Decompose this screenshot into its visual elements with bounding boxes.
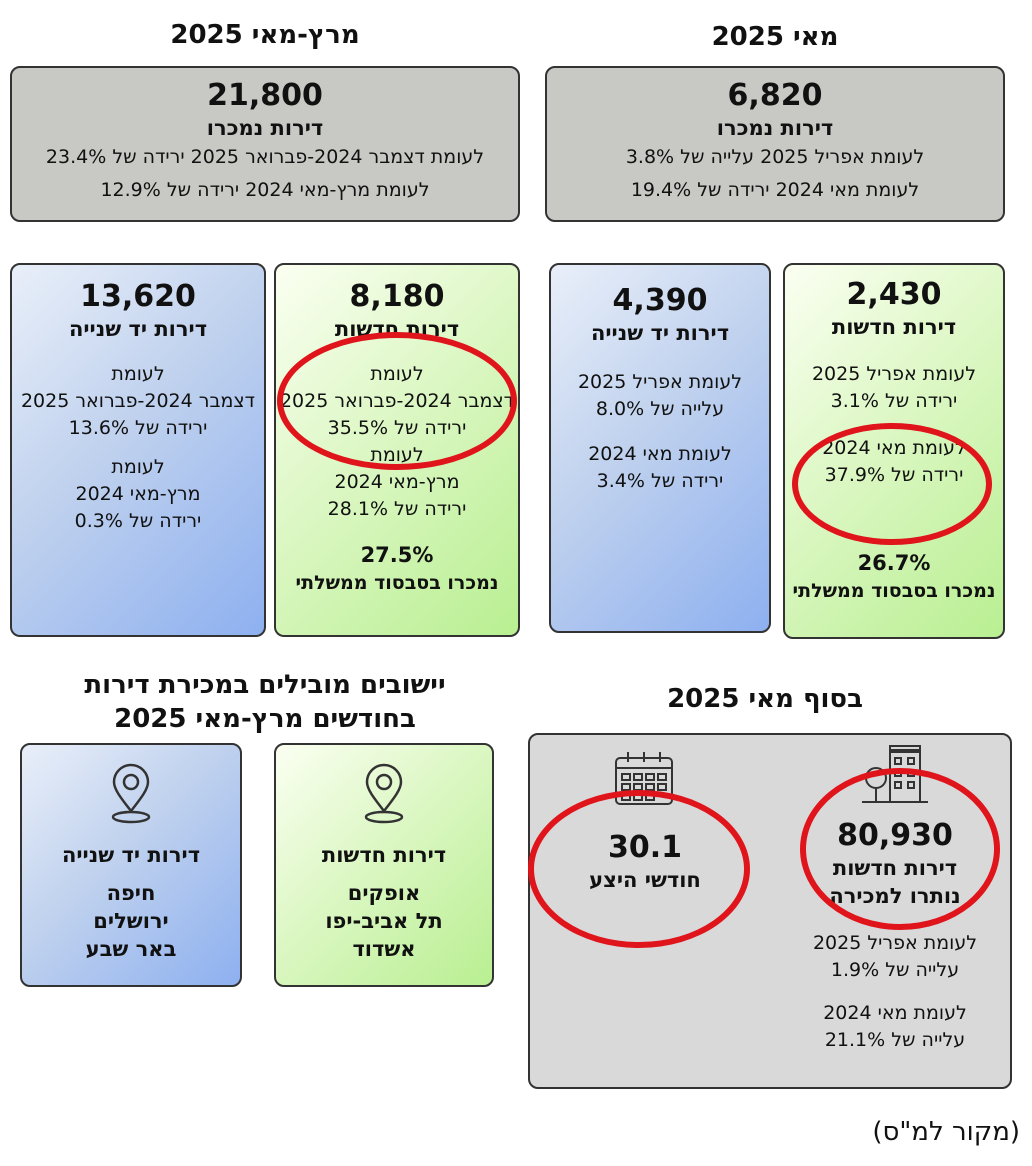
may-new-g2-1: לעומת מאי 2024 (822, 437, 966, 459)
unsold-label-1: דירות חדשות (832, 856, 958, 880)
heading-leading-towns: יישובים מובילים במכירת דירות בחודשים מרץ… (10, 668, 520, 736)
may-new-g1-1: לעומת אפריל 2025 (811, 363, 977, 385)
towns-second-box: דירות יד שנייה חיפה ירושלים באר שבע (20, 743, 242, 987)
may-total-line-1: לעומת אפריל 2025 עלייה של 3.8% (625, 146, 925, 168)
heading-may-2025: מאי 2025 (711, 22, 839, 52)
marmay-second-box: 13,620 דירות יד שנייה לעומת דצמבר 2024-פב… (10, 263, 266, 637)
unsold-value: 80,930 (837, 818, 953, 853)
marmay-total-label: דירות נמכרו (206, 116, 324, 140)
towns-second-label: דירות יד שנייה (61, 843, 201, 867)
heading-leading-towns-1: יישובים מובילים במכירת דירות (84, 670, 446, 700)
marmay-new-g2-1: לעומת (370, 444, 424, 466)
may-second-g1-1: לעומת אפריל 2025 (577, 371, 743, 393)
marmay-total-line-1: לעומת דצמבר 2024-פברואר 2025 ירידה של 23… (45, 146, 485, 168)
unsold-group1: לעומת אפריל 2025 עלייה של 1.9% (800, 930, 990, 984)
buildings-icon (862, 745, 928, 803)
unsold-g1-2: עלייה של 1.9% (830, 959, 960, 981)
marmay-second-g2-2: מרץ-מאי 2024 (75, 483, 201, 505)
source-note: (מקור למ"ס) (872, 1117, 1020, 1147)
heading-leading-towns-2: בחודשים מרץ-מאי 2025 (114, 704, 416, 734)
unsold-g2-2: עלייה של 21.1% (824, 1029, 966, 1051)
marmay-new-subsidy-pct: 27.5% (360, 543, 434, 567)
heading-mar-may-2025: מרץ-מאי 2025 (170, 20, 360, 50)
location-pin-icon (364, 763, 404, 824)
towns-second-3: באר שבע (85, 937, 177, 961)
may-total-box: 6,820 דירות נמכרו לעומת אפריל 2025 עלייה… (545, 66, 1005, 222)
marmay-second-g1-1: לעומת (111, 363, 165, 385)
marmay-new-g2-3: ירידה של 28.1% (327, 498, 467, 520)
towns-new-1: אופקים (347, 881, 421, 905)
towns-new-label: דירות חדשות (321, 843, 447, 867)
heading-end-may-2025: בסוף מאי 2025 (667, 684, 863, 714)
marmay-new-g1-1: לעומת (370, 363, 424, 385)
marmay-second-label: דירות יד שנייה (68, 317, 208, 341)
marmay-new-label: דירות חדשות (334, 317, 460, 341)
may-new-box: 2,430 דירות חדשות לעומת אפריל 2025 ירידה … (783, 263, 1005, 639)
may-new-g2-2: ירידה של 37.9% (824, 464, 964, 486)
may-second-value: 4,390 (612, 283, 708, 318)
may-second-g2-2: ירידה של 3.4% (596, 470, 724, 492)
marmay-new-g1-3: ירידה של 35.5% (327, 417, 467, 439)
unsold-g1-1: לעומת אפריל 2025 (812, 932, 978, 954)
unsold-block: 80,930 דירות חדשות נותרו למכירה (800, 818, 990, 910)
calendar-icon (615, 752, 673, 805)
marmay-new-subsidy-label: נמכרו בסבסוד ממשלתי (295, 572, 499, 594)
marmay-total-line-2: לעומת מרץ-מאי 2024 ירידה של 12.9% (100, 179, 430, 201)
marmay-new-value: 8,180 (349, 279, 445, 314)
marmay-total-value: 21,800 (207, 78, 323, 113)
marmay-new-g1-2: דצמבר 2024-פברואר 2025 (279, 390, 515, 412)
marmay-second-g2-3: ירידה של 0.3% (74, 510, 202, 532)
location-pin-icon (111, 763, 151, 824)
marmay-second-g2-1: לעומת (111, 456, 165, 478)
may-new-value: 2,430 (846, 277, 942, 312)
may-total-value: 6,820 (727, 78, 823, 113)
unsold-label-2: נותרו למכירה (829, 884, 961, 908)
may-second-g2-1: לעומת מאי 2024 (588, 443, 732, 465)
marmay-new-box: 8,180 דירות חדשות לעומת דצמבר 2024-פברואר… (274, 263, 520, 637)
marmay-second-g1-3: ירידה של 13.6% (68, 417, 208, 439)
months-label: חודשי היצע (589, 868, 701, 892)
towns-second-1: חיפה (106, 881, 156, 905)
may-new-subsidy-label: נמכרו בסבסוד ממשלתי (792, 580, 996, 602)
may-total-line-2: לעומת מאי 2024 ירידה של 19.4% (630, 179, 920, 201)
may-second-label: דירות יד שנייה (590, 321, 730, 345)
may-second-box: 4,390 דירות יד שנייה לעומת אפריל 2025 עלי… (549, 263, 771, 633)
unsold-group2: לעומת מאי 2024 עלייה של 21.1% (800, 1000, 990, 1054)
may-new-label: דירות חדשות (831, 315, 957, 339)
towns-new-3: אשדוד (352, 937, 416, 961)
marmay-total-box: 21,800 דירות נמכרו לעומת דצמבר 2024-פברו… (10, 66, 520, 222)
may-new-g1-2: ירידה של 3.1% (830, 390, 958, 412)
may-total-label: דירות נמכרו (716, 116, 834, 140)
towns-new-box: דירות חדשות אופקים תל אביב-יפו אשדוד (274, 743, 494, 987)
towns-second-2: ירושלים (93, 909, 169, 933)
unsold-g2-1: לעומת מאי 2024 (823, 1002, 967, 1024)
may-second-g1-2: עלייה של 8.0% (595, 398, 725, 420)
marmay-new-g2-2: מרץ-מאי 2024 (334, 471, 460, 493)
may-new-subsidy-pct: 26.7% (857, 551, 931, 575)
months-block: 30.1 חודשי היצע (560, 830, 730, 894)
towns-new-2: תל אביב-יפו (325, 909, 443, 933)
marmay-second-g1-2: דצמבר 2024-פברואר 2025 (20, 390, 256, 412)
marmay-second-value: 13,620 (80, 279, 196, 314)
months-value: 30.1 (607, 830, 683, 865)
